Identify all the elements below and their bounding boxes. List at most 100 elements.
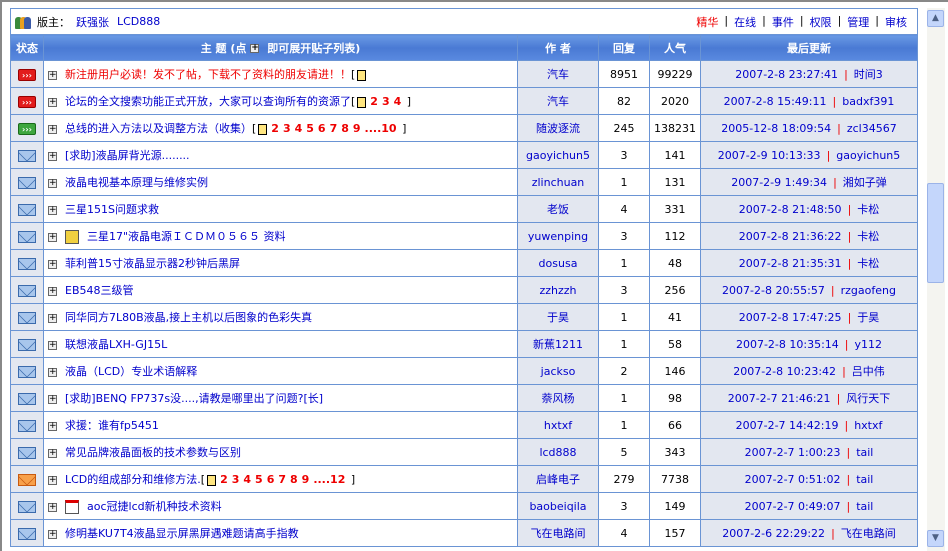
last-user-link[interactable]: 飞在电路间 — [840, 527, 896, 540]
last-update-date[interactable]: 2007-2-8 21:48:50 — [738, 203, 842, 216]
topic-link[interactable]: 修明基KU7T4液晶显示屏黑屏遇难题请高手指教 — [65, 527, 299, 540]
last-user-link[interactable]: 卡松 — [857, 257, 880, 270]
topic-link[interactable]: 三星17"液晶电源ＩＣＤＭ０５６５ 资料 — [87, 230, 286, 243]
scroll-thumb[interactable] — [927, 183, 944, 283]
topic-link[interactable]: 液晶（LCD）专业术语解释 — [65, 365, 198, 378]
last-update-date[interactable]: 2007-2-8 21:35:31 — [738, 257, 842, 270]
page-link[interactable]: 4 — [294, 122, 303, 135]
moderator-link[interactable]: 跃强张 — [76, 15, 109, 29]
author-link[interactable]: baobeiqila — [517, 492, 599, 520]
last-user-link[interactable]: 卡松 — [857, 203, 880, 216]
last-update-date[interactable]: 2007-2-8 10:23:42 — [733, 365, 837, 378]
topic-link[interactable]: 常见品牌液晶面板的技术参数与区别 — [65, 446, 241, 459]
page-link[interactable]: ....10 — [364, 122, 397, 135]
nav-link[interactable]: 在线 — [734, 15, 757, 29]
last-update-date[interactable]: 2007-2-7 21:46:21 — [727, 392, 831, 405]
topic-link[interactable]: 液晶电视基本原理与维修实例 — [65, 176, 208, 189]
last-user-link[interactable]: badxf391 — [842, 94, 895, 108]
expand-icon[interactable]: + — [48, 528, 57, 539]
author-link[interactable]: 汽车 — [517, 60, 599, 88]
last-user-link[interactable]: 于昊 — [857, 311, 880, 324]
nav-link[interactable]: 精华 — [696, 15, 719, 29]
last-user-link[interactable]: 湘如子弹 — [842, 176, 887, 189]
page-link[interactable]: 4 — [393, 95, 402, 108]
expand-icon[interactable]: + — [48, 231, 57, 242]
last-user-link[interactable]: tail — [856, 499, 874, 513]
page-link[interactable]: 6 — [266, 473, 275, 486]
page-link[interactable]: 5 — [255, 473, 263, 486]
author-link[interactable]: yuwenping — [517, 222, 599, 250]
expand-icon[interactable]: + — [48, 312, 57, 323]
page-link[interactable]: 7 — [278, 473, 287, 486]
topic-link[interactable]: 同华同方7L80B液晶,接上主机以后图象的色彩失真 — [65, 311, 313, 324]
topic-link[interactable]: EB548三级管 — [65, 284, 134, 297]
scroll-down-button[interactable]: ▼ — [927, 530, 944, 547]
author-link[interactable]: 启峰电子 — [517, 465, 599, 493]
vertical-scrollbar[interactable]: ▲ ▼ — [927, 8, 945, 551]
expand-icon[interactable]: + — [48, 177, 57, 188]
expand-icon[interactable]: + — [48, 258, 57, 269]
last-user-link[interactable]: zcl34567 — [846, 121, 897, 135]
last-user-link[interactable]: 吕中伟 — [851, 365, 885, 378]
author-link[interactable]: 老饭 — [517, 195, 599, 223]
last-user-link[interactable]: hxtxf — [854, 418, 883, 432]
last-update-date[interactable]: 2005-12-8 18:09:54 — [721, 121, 832, 135]
author-link[interactable]: 萘风杨 — [517, 384, 599, 412]
last-update-date[interactable]: 2007-2-8 23:27:41 — [735, 68, 839, 81]
expand-icon[interactable]: + — [48, 339, 57, 350]
page-link[interactable]: 7 — [329, 122, 338, 135]
last-update-date[interactable]: 2007-2-7 1:00:23 — [744, 445, 841, 459]
last-update-date[interactable]: 2007-2-9 10:13:33 — [717, 148, 821, 162]
page-link[interactable]: 3 — [231, 473, 240, 486]
last-update-date[interactable]: 2007-2-7 14:42:19 — [735, 418, 839, 432]
author-link[interactable]: 于昊 — [517, 303, 599, 331]
page-link[interactable]: 2 — [370, 95, 378, 108]
author-link[interactable]: 新蕉1211 — [517, 330, 599, 358]
last-update-date[interactable]: 2007-2-8 21:36:22 — [738, 230, 842, 243]
expand-icon[interactable]: + — [48, 420, 57, 431]
scroll-up-button[interactable]: ▲ — [927, 10, 944, 27]
page-link[interactable]: 8 — [341, 122, 349, 135]
last-update-date[interactable]: 2007-2-8 15:49:11 — [723, 94, 827, 108]
expand-icon[interactable]: + — [48, 501, 57, 512]
moderator-link[interactable]: LCD888 — [117, 15, 161, 28]
last-user-link[interactable]: y112 — [854, 337, 883, 351]
topic-link[interactable]: 总线的进入方法以及调整方法（收集） — [65, 122, 252, 135]
author-link[interactable]: hxtxf — [517, 411, 599, 439]
topic-link[interactable]: 菲利普15寸液晶显示器2秒钟后黑屏 — [65, 257, 240, 270]
author-link[interactable]: 汽车 — [517, 87, 599, 115]
page-link[interactable]: 4 — [243, 473, 252, 486]
page-link[interactable]: 6 — [317, 122, 326, 135]
topic-link[interactable]: LCD的组成部分和维修方法. — [65, 473, 201, 486]
last-update-date[interactable]: 2007-2-7 0:51:02 — [744, 472, 841, 486]
author-link[interactable]: zlinchuan — [517, 168, 599, 196]
expand-icon[interactable]: + — [48, 150, 57, 161]
topic-link[interactable]: aoc冠捷lcd新机种技术资料 — [87, 500, 222, 513]
last-update-date[interactable]: 2007-2-8 10:35:14 — [735, 337, 839, 351]
expand-icon[interactable]: + — [48, 204, 57, 215]
expand-icon[interactable]: + — [48, 123, 57, 134]
author-link[interactable]: 随波逐流 — [517, 114, 599, 142]
author-link[interactable]: 飞在电路间 — [517, 519, 599, 547]
topic-link[interactable]: 三星151S问题求救 — [65, 203, 159, 216]
page-link[interactable]: 5 — [306, 122, 314, 135]
nav-link[interactable]: 权限 — [809, 15, 832, 29]
expand-icon[interactable]: + — [48, 474, 57, 485]
topic-link[interactable]: [求助]BENQ FP737s没....,请教是哪里出了问题?[长] — [65, 392, 324, 405]
page-link[interactable]: 9 — [301, 473, 310, 486]
last-user-link[interactable]: 时间3 — [853, 68, 883, 81]
topic-link[interactable]: 求援：谁有fp5451 — [65, 419, 159, 432]
author-link[interactable]: lcd888 — [517, 438, 599, 466]
page-link[interactable]: 3 — [282, 122, 291, 135]
expand-icon[interactable]: + — [48, 285, 57, 296]
last-update-date[interactable]: 2007-2-8 20:55:57 — [722, 283, 825, 297]
page-link[interactable]: ....12 — [313, 473, 346, 486]
author-link[interactable]: zzhzzh — [517, 276, 599, 304]
last-user-link[interactable]: 卡松 — [857, 230, 880, 243]
page-link[interactable]: 8 — [290, 473, 298, 486]
nav-link[interactable]: 管理 — [847, 15, 870, 29]
last-update-date[interactable]: 2007-2-8 17:47:25 — [738, 311, 842, 324]
page-link[interactable]: 3 — [381, 95, 390, 108]
topic-link[interactable]: 论坛的全文搜索功能正式开放，大家可以查询所有的资源了 — [65, 95, 351, 108]
topic-link[interactable]: 联想液晶LXH-GJ15L — [65, 338, 168, 351]
